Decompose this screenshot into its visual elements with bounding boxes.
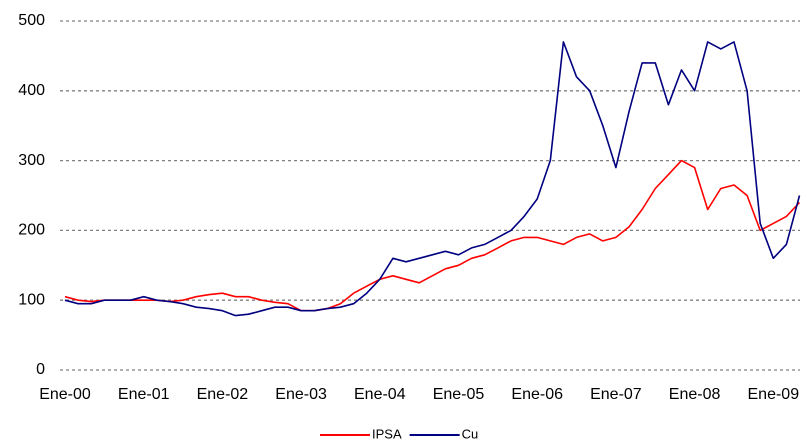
x-tick-label: Ene-01 bbox=[118, 386, 170, 403]
legend-label: IPSA bbox=[372, 426, 402, 441]
y-tick-label: 500 bbox=[18, 12, 45, 29]
x-tick-label: Ene-03 bbox=[275, 386, 327, 403]
y-tick-label: 0 bbox=[36, 361, 45, 378]
legend: IPSA Cu bbox=[320, 426, 478, 441]
x-tick-label: Ene-04 bbox=[354, 386, 406, 403]
series-line bbox=[64, 159, 801, 312]
y-tick-label: 300 bbox=[18, 152, 45, 169]
x-tick-label: Ene-07 bbox=[590, 386, 642, 403]
x-tick-label: Ene-09 bbox=[748, 386, 800, 403]
y-tick-label: 100 bbox=[18, 291, 45, 308]
x-tick-label: Ene-06 bbox=[511, 386, 563, 403]
x-tick-label: Ene-05 bbox=[433, 386, 485, 403]
x-tick-label: Ene-02 bbox=[197, 386, 249, 403]
legend-label: Cu bbox=[462, 426, 479, 441]
y-tick-label: 400 bbox=[18, 82, 45, 99]
x-tick-label: Ene-00 bbox=[39, 386, 91, 403]
series-line bbox=[64, 41, 801, 317]
x-tick-label: Ene-08 bbox=[669, 386, 721, 403]
y-tick-label: 200 bbox=[18, 222, 45, 239]
